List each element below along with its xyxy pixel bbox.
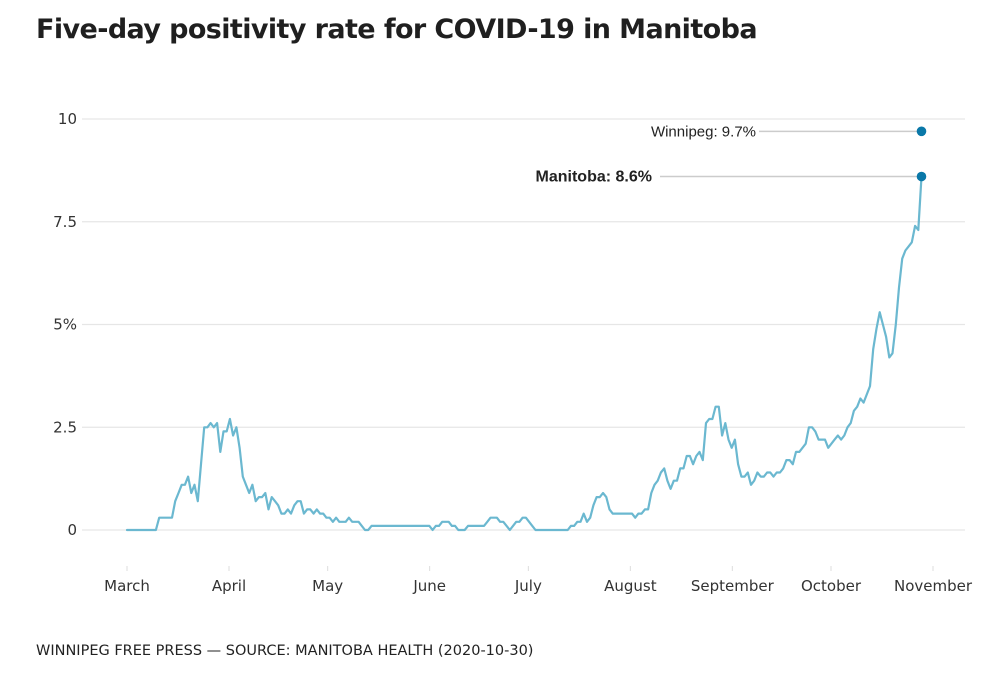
source-credit: WINNIPEG FREE PRESS — SOURCE: MANITOBA H… [36, 643, 534, 659]
gridlines [82, 118, 965, 531]
x-tick-label: July [514, 577, 542, 595]
annotation-label-manitoba: Manitoba: 8.6% [536, 169, 652, 186]
y-tick-label: 7.5 [53, 213, 77, 231]
x-tick-label: October [801, 577, 862, 595]
x-tick-label: September [691, 577, 775, 595]
x-tick-label: August [604, 577, 657, 595]
chart-title: Five-day positivity rate for COVID-19 in… [36, 14, 758, 45]
endpoint-dot-winnipeg [916, 126, 927, 137]
x-tick-label: May [312, 577, 343, 595]
y-tick-label: 0 [67, 521, 77, 539]
x-tick-label: April [212, 577, 246, 595]
x-tick-label: November [894, 577, 973, 595]
x-axis: March April May June July August September Octo… [104, 566, 973, 595]
y-axis: 0 2.5 5% 7.5 10 [53, 110, 77, 539]
y-tick-label: 10 [58, 110, 77, 128]
series-line-manitoba [125, 175, 923, 532]
y-tick-label: 2.5 [53, 418, 77, 436]
x-tick-label: June [412, 577, 446, 595]
series-layer [125, 175, 923, 532]
annotations-layer: Winnipeg: 9.7% Manitoba: 8.6% [536, 123, 927, 186]
endpoint-dot-manitoba [916, 171, 927, 182]
y-tick-label: 5% [53, 316, 77, 334]
x-tick-label: March [104, 577, 150, 595]
annotation-label-winnipeg: Winnipeg: 9.7% [651, 123, 756, 140]
